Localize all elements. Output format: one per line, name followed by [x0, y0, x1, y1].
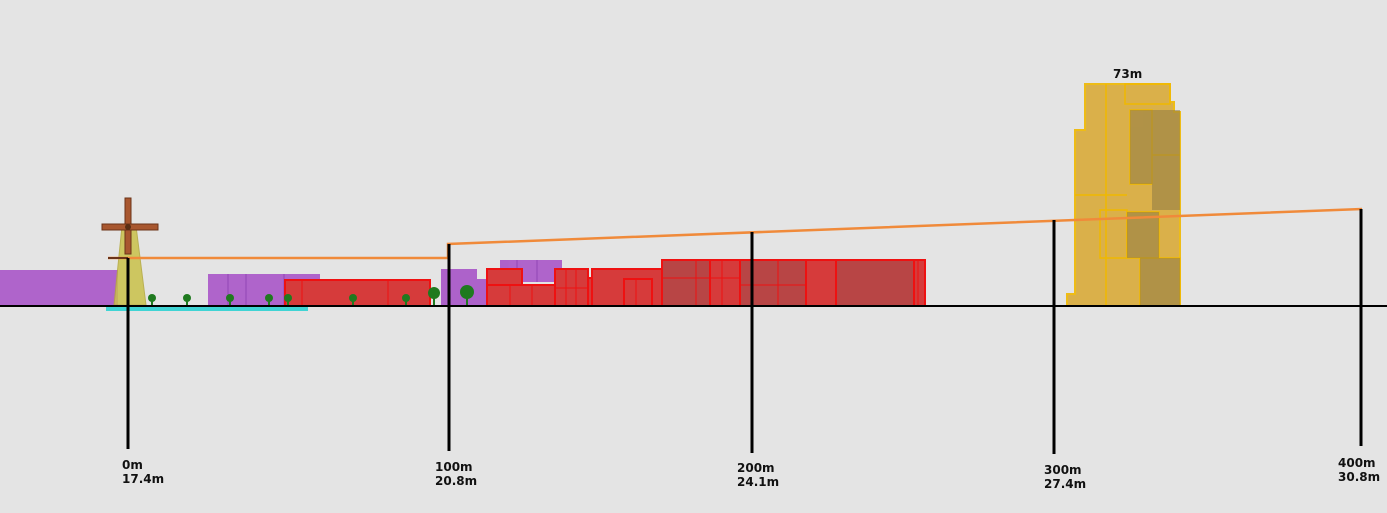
marker-elevation: 20.8m: [435, 474, 478, 488]
commercial-buildings: [284, 259, 926, 307]
marker-distance: 200m: [737, 461, 775, 475]
water-strip: [106, 305, 308, 311]
building-height-label: 73m: [1113, 67, 1143, 81]
marker-label-400: 400m 30.8m: [1338, 456, 1380, 484]
marker-label-0: 0m 17.4m: [122, 458, 164, 486]
marker-distance: 0m: [122, 458, 143, 472]
marker-elevation: 17.4m: [122, 472, 165, 486]
marker-label-300: 300m 27.4m: [1044, 463, 1086, 491]
windmill-icon: [101, 197, 159, 306]
marker-distance: 300m: [1044, 463, 1082, 477]
marker-distance: 100m: [435, 460, 473, 474]
tower-building: [1066, 83, 1181, 307]
distance-marker-posts: [126, 209, 1363, 454]
marker-label-200: 200m 24.1m: [737, 461, 779, 489]
marker-distance: 400m: [1338, 456, 1376, 470]
marker-elevation: 30.8m: [1338, 470, 1381, 484]
tree-icons: [148, 285, 474, 306]
marker-elevation: 24.1m: [737, 475, 780, 489]
marker-label-100: 100m 20.8m: [435, 460, 477, 488]
marker-elevation: 27.4m: [1044, 477, 1087, 491]
residential-block: [0, 270, 118, 306]
